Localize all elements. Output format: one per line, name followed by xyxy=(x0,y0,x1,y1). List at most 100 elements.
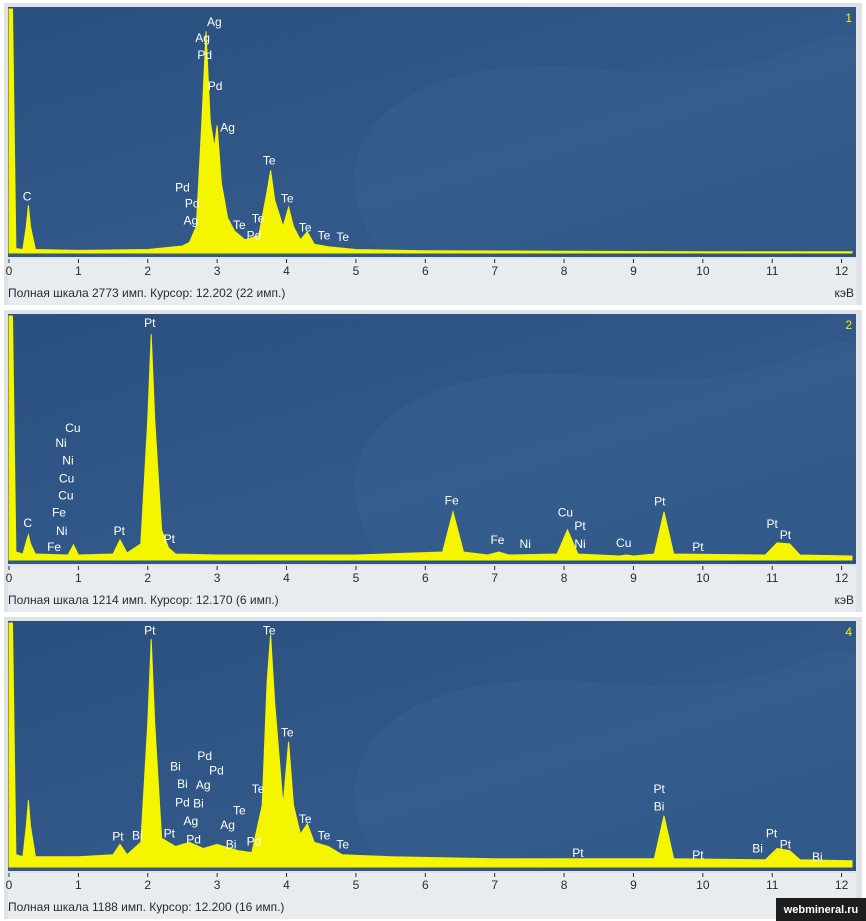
x-tick-label: 2 xyxy=(144,878,151,892)
peak-label: Bi xyxy=(654,800,665,814)
peak-label: Ni xyxy=(520,537,531,551)
peak-label: Te xyxy=(252,782,265,796)
peak-label: Te xyxy=(263,154,276,168)
panel-number: 2 xyxy=(845,318,852,332)
peak-label: Te xyxy=(281,725,294,739)
peak-label: Pt xyxy=(114,524,126,538)
axis-strip xyxy=(8,566,856,612)
peak-label: Pd xyxy=(247,835,262,849)
peak-label: Ag xyxy=(183,814,198,828)
x-tick-label: 4 xyxy=(283,878,290,892)
x-tick-label: 10 xyxy=(696,878,710,892)
x-tick-label: 3 xyxy=(214,878,221,892)
peak-label: Pd xyxy=(197,749,212,763)
x-tick-label: 12 xyxy=(835,264,849,278)
peak-label: Ag xyxy=(196,778,211,792)
peak-label: Pt xyxy=(692,848,704,862)
peak-label: Cu xyxy=(558,506,573,520)
peak-label: Pt xyxy=(144,624,156,638)
peak-label: Bi xyxy=(177,777,188,791)
panel-number: 4 xyxy=(845,625,852,639)
x-tick-label: 9 xyxy=(630,571,637,585)
x-tick-label: 3 xyxy=(214,264,221,278)
spectrum xyxy=(8,315,853,561)
peak-label: Bi xyxy=(226,838,237,852)
peak-label: Te xyxy=(318,828,331,842)
peak-label: Bi xyxy=(132,828,143,842)
peak-label: Pd xyxy=(197,48,212,62)
peak-label: Te xyxy=(252,211,265,225)
peak-label: Te xyxy=(233,804,246,818)
x-tick-label: 8 xyxy=(561,878,568,892)
peak-label: Cu xyxy=(616,536,631,550)
peak-label: Pt xyxy=(164,532,176,546)
peak-label: Pd xyxy=(175,795,190,809)
peak-label: Fe xyxy=(47,540,61,554)
x-tick-label: 7 xyxy=(491,878,498,892)
peak-label: Te xyxy=(281,191,294,205)
peak-label: Pt xyxy=(780,838,792,852)
x-unit: кэВ xyxy=(834,286,854,300)
peak-label: Te xyxy=(299,812,312,826)
x-tick-label: 11 xyxy=(766,571,779,585)
axis-strip xyxy=(8,873,856,919)
peak-label: Pd xyxy=(185,196,200,210)
peak-label: Pt xyxy=(572,846,584,860)
x-unit: кэВ xyxy=(834,593,854,607)
x-tick-label: 5 xyxy=(353,878,360,892)
plot-area xyxy=(8,7,856,257)
x-tick-label: 9 xyxy=(630,878,637,892)
peak-label: Ag xyxy=(220,818,235,832)
spectrum xyxy=(8,622,853,868)
x-tick-label: 5 xyxy=(353,571,360,585)
peak-label: Fe xyxy=(445,494,459,508)
watermark: webmineral.ru xyxy=(783,904,859,916)
peak-label: Ni xyxy=(56,524,67,538)
peak-label: Pt xyxy=(574,519,586,533)
x-tick-label: 6 xyxy=(422,571,429,585)
x-tick-label: 12 xyxy=(835,571,849,585)
peak-label: Ag xyxy=(207,15,222,29)
peak-label: Pd xyxy=(208,79,223,93)
peak-label: Ag xyxy=(183,213,198,227)
peak-label: Bi xyxy=(752,842,763,856)
x-tick-label: 1 xyxy=(75,878,82,892)
peak-label: Pt xyxy=(654,495,666,509)
x-tick-label: 5 xyxy=(353,264,360,278)
peak-label: Cu xyxy=(58,489,73,503)
x-tick-label: 7 xyxy=(491,571,498,585)
peak-label: Bi xyxy=(193,796,204,810)
x-tick-label: 8 xyxy=(561,264,568,278)
peak-label: Cu xyxy=(65,421,80,435)
swirl xyxy=(354,649,856,867)
peak-label: Te xyxy=(318,228,331,242)
panel-number: 1 xyxy=(845,11,852,25)
x-tick-label: 1 xyxy=(75,264,82,278)
peak-label: Ni xyxy=(55,436,66,450)
x-tick-label: 11 xyxy=(766,878,779,892)
swirl xyxy=(354,342,856,560)
x-tick-label: 0 xyxy=(6,264,13,278)
x-tick-label: 10 xyxy=(696,571,710,585)
footer: Полная шкала 2773 имп. Курсор: 12.202 (2… xyxy=(8,286,285,300)
x-tick-label: 1 xyxy=(75,571,82,585)
peak-label: Pd xyxy=(209,763,224,777)
peak-label: Cu xyxy=(59,472,74,486)
peak-label: Te xyxy=(299,220,312,234)
peak-label: Fe xyxy=(490,533,504,547)
peak-label: Pt xyxy=(766,826,778,840)
peak-label: C xyxy=(23,189,32,203)
x-tick-label: 4 xyxy=(283,264,290,278)
x-tick-label: 4 xyxy=(283,571,290,585)
peak-label: Pd xyxy=(186,832,201,846)
peak-label: Bi xyxy=(812,850,823,864)
peak-label: Pt xyxy=(112,829,124,843)
peak-label: Pd xyxy=(175,180,190,194)
x-tick-label: 0 xyxy=(6,878,13,892)
x-tick-label: 6 xyxy=(422,264,429,278)
spectrum xyxy=(8,8,853,254)
